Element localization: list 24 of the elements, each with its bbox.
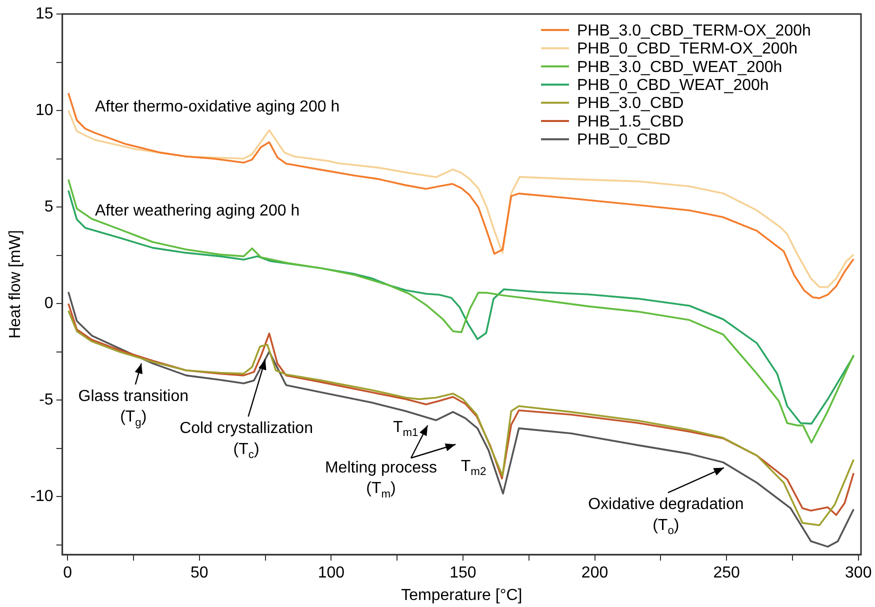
x-axis-title: Temperature [°C] [401,586,522,604]
x-tick-label: 200 [581,564,608,582]
y-tick-label: -5 [39,392,54,409]
legend-label: PHB_0_CBD_WEAT_200h [577,77,769,94]
legend-label: PHB_3.0_CBD [577,95,684,112]
x-tick-label: 150 [450,564,476,582]
x-tick-label: 250 [713,564,740,582]
x-tick-label: 0 [63,564,72,582]
legend-label: PHB_0_CBD [577,132,670,149]
y-tick-label: 10 [36,102,54,119]
legend-label: PHB_1.5_CBD [577,113,684,130]
legend-label: PHB_3.0_CBD_TERM-OX_200h [577,22,811,40]
x-tick-label: 300 [845,564,872,582]
legend-label: PHB_3.0_CBD_WEAT_200h [577,58,782,76]
y-tick-label: 5 [44,198,54,216]
legend-label: PHB_0_CBD_TERM-OX_200h [577,40,798,58]
annotation: After weathering aging 200 h [95,202,300,220]
y-tick-label: -10 [30,488,54,506]
y-tick-label: 15 [36,5,54,22]
y-axis-title: Heat flow [mW] [7,230,24,339]
x-tick-label: 100 [318,564,345,582]
x-tick-label: 50 [190,564,208,582]
annotation: After thermo-oxidative aging 200 h [95,98,340,116]
y-tick-label: 0 [44,295,54,312]
